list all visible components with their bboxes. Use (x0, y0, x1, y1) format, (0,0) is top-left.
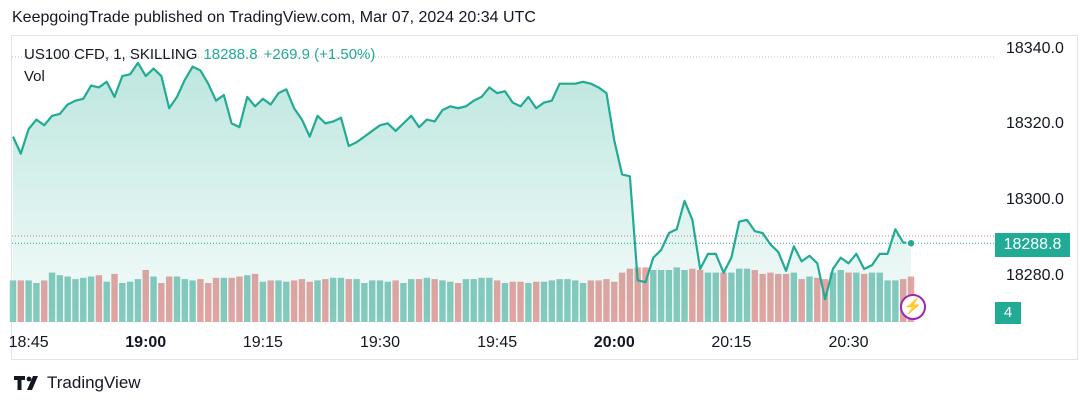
last-price-value: 18288.8 (203, 46, 258, 63)
publication-info: KeepgoingTrade published on TradingView.… (12, 9, 536, 26)
price-tick-label: 18340.0 (1006, 39, 1064, 57)
price-tick-label: 18300.0 (1006, 190, 1064, 208)
time-tick-label: 19:15 (242, 334, 283, 351)
time-tick-label: 20:00 (593, 334, 635, 351)
price-area-fill (13, 62, 911, 323)
time-tick-label: 19:45 (477, 334, 518, 351)
last-price-dot (906, 238, 916, 249)
lightning-icon[interactable]: ⚡ (900, 294, 926, 320)
chart-legend[interactable]: US100 CFD, 1, SKILLING 18288.8 +269.9 (+1.… (24, 46, 375, 63)
price-tick-label: 18320.0 (1006, 115, 1064, 133)
time-tick-label: 20:15 (711, 334, 752, 351)
time-tick-label: 19:30 (359, 334, 401, 351)
brand-name: TradingView (47, 373, 141, 392)
price-line (12, 61, 912, 301)
tradingview-logo-icon (14, 376, 38, 390)
chart-frame[interactable] (11, 35, 1078, 360)
time-tick-label: 20:30 (828, 334, 869, 351)
time-tick-label: 18:45 (8, 334, 49, 351)
price-change-value: +269.9 (+1.50%) (263, 46, 376, 63)
volume-value-tag: 4 (995, 302, 1021, 324)
price-tick-label: 18280.0 (1006, 266, 1064, 284)
volume-legend-label: Vol (24, 68, 45, 85)
time-tick-label: 19:00 (125, 334, 167, 351)
symbol-label: US100 CFD, 1, SKILLING (24, 46, 198, 63)
current-price-tag: 18288.8 (995, 233, 1070, 257)
tradingview-logo[interactable]: TradingView (14, 373, 141, 393)
